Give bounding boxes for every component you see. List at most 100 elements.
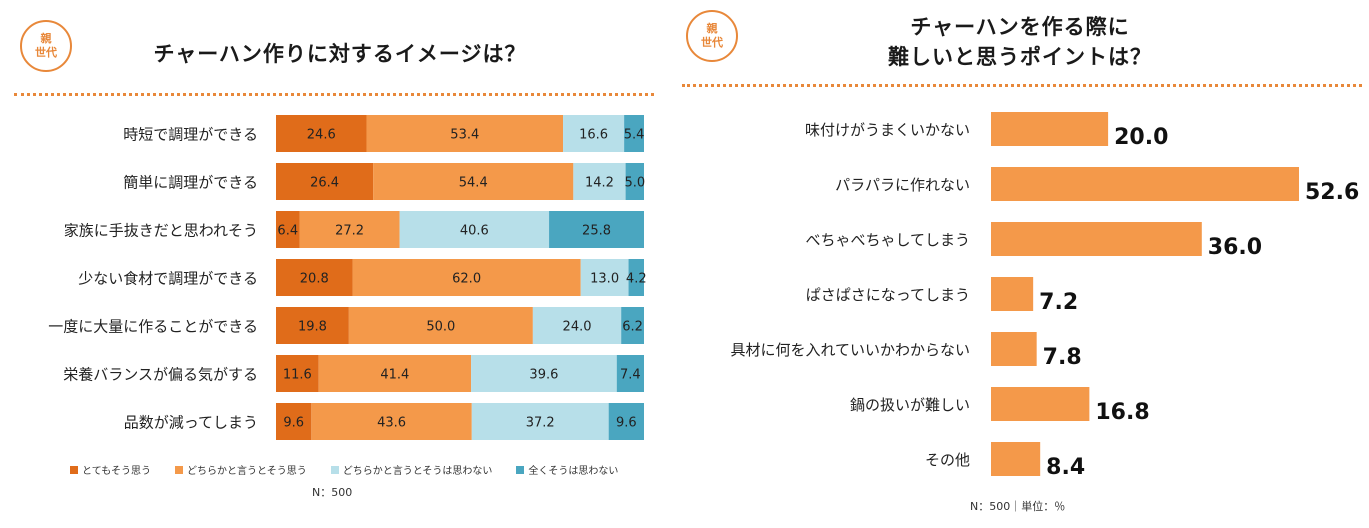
- data-label: 24.0: [563, 320, 592, 335]
- chart-title-line-1: チャーハンを作る際に: [910, 15, 1130, 39]
- bar: [991, 222, 1202, 256]
- data-label: 7.2: [1039, 290, 1078, 315]
- category-label: 具材に何を入れていいかわからない: [730, 341, 970, 359]
- data-label: 24.6: [307, 128, 336, 143]
- generation-badge: 親 世代: [20, 20, 72, 72]
- legend-swatch: [516, 465, 525, 474]
- data-label: 5.4: [624, 128, 645, 143]
- bar-segment: [311, 403, 472, 440]
- data-label: 9.6: [616, 416, 637, 431]
- data-label: 7.4: [620, 368, 641, 383]
- bar-segment: [616, 355, 644, 392]
- data-label: 62.0: [452, 272, 481, 287]
- legend-item: 全くそうは思わない: [516, 462, 618, 477]
- category-label: 鍋の扱いが難しい: [850, 396, 970, 414]
- badge-line-2: 世代: [701, 36, 723, 49]
- bar-segment: [532, 307, 622, 344]
- data-label: 16.6: [579, 128, 608, 143]
- data-label: 54.4: [459, 176, 488, 191]
- right-panel: 親 世代 チャーハンを作る際に 難しいと思うポイントは？ 味付けがうまくいかない…: [680, 0, 1369, 528]
- data-label: 36.0: [1208, 235, 1262, 260]
- category-label: 家族に手抜きだと思われそう: [64, 222, 258, 240]
- data-label: 25.8: [582, 224, 611, 239]
- data-label: 9.6: [283, 416, 304, 431]
- data-label: 16.8: [1095, 400, 1149, 425]
- data-label: 7.8: [1043, 345, 1082, 370]
- data-label: 20.0: [1114, 125, 1168, 150]
- bar-segment: [276, 259, 353, 296]
- bar-segment: [621, 307, 644, 344]
- bar-segment: [563, 115, 625, 152]
- bar-segment: [276, 355, 319, 392]
- bar: [991, 167, 1299, 201]
- bar: [991, 387, 1090, 421]
- category-label: 一度に大量に作ることができる: [48, 318, 258, 336]
- data-label: 26.4: [310, 176, 339, 191]
- bar-segment: [471, 355, 617, 392]
- legend-item: とてもそう思う: [70, 462, 151, 477]
- bar-segment: [624, 115, 644, 152]
- bar-segment: [276, 211, 300, 248]
- bar-segment: [348, 307, 533, 344]
- legend-item: どちらかと言うとそう思う: [175, 462, 307, 477]
- data-label: 8.4: [1046, 455, 1085, 480]
- bar-segment: [628, 259, 644, 296]
- category-label: 簡単に調理ができる: [123, 174, 258, 192]
- stacked-bar-chart: 時短で調理ができる 24.6 53.4 16.6 5.4 簡単に調理ができる 26.4 54.…: [48, 115, 647, 440]
- category-label: 少ない食材で調理ができる: [78, 270, 258, 288]
- data-label: 53.4: [450, 128, 479, 143]
- bar-segment: [276, 115, 367, 152]
- legend-item: どちらかと言うとそうは思わない: [330, 462, 493, 477]
- data-label: 39.6: [529, 368, 558, 383]
- data-label: 40.6: [460, 224, 489, 239]
- data-label: 4.2: [626, 272, 647, 287]
- chart-legend: とてもそう思う どちらかと言うとそう思う どちらかと言うとそうは思わない 全くそうは思…: [70, 462, 618, 477]
- bar-segment: [549, 211, 644, 248]
- bar-segment: [373, 163, 574, 200]
- bar-segment: [625, 163, 644, 200]
- chart-title: チャーハンを作る際に 難しいと思うポイントは？: [790, 12, 1250, 72]
- bar: [991, 112, 1109, 146]
- bar-chart: 味付けがうまくいかない 20.0 パラパラに作れない 52.6 べちゃべちゃしてしまう 3…: [730, 112, 1359, 480]
- data-label: 6.2: [622, 320, 643, 335]
- chart-title-line-2: 難しいと思うポイントは？: [888, 45, 1152, 69]
- bar-segment: [276, 163, 374, 200]
- data-label: 43.6: [377, 416, 406, 431]
- sample-size-note: N：500: [312, 486, 353, 499]
- data-label: 37.2: [526, 416, 555, 431]
- data-label: 41.4: [380, 368, 409, 383]
- bar: [991, 277, 1034, 311]
- legend-label: どちらかと言うとそうは思わない: [342, 466, 493, 477]
- bar: [991, 442, 1041, 476]
- data-label: 20.8: [300, 272, 329, 287]
- category-label: 品数が減ってしまう: [124, 414, 258, 432]
- category-label: 栄養バランスが偏る気がする: [63, 366, 258, 384]
- bar-segment: [276, 403, 312, 440]
- category-label: ぱさぱさになってしまう: [806, 286, 970, 304]
- bar-segment: [276, 307, 349, 344]
- data-label: 19.8: [298, 320, 327, 335]
- category-label: その他: [925, 451, 970, 469]
- badge-line-1: 親: [40, 32, 52, 45]
- unit-note: N：500｜単位：％: [970, 500, 1066, 513]
- legend-label: どちらかと言うとそう思う: [187, 466, 307, 477]
- data-label: 52.6: [1305, 180, 1359, 205]
- bar-segment: [352, 259, 581, 296]
- bar-segment: [318, 355, 472, 392]
- data-label: 11.6: [283, 368, 312, 383]
- bar: [991, 332, 1037, 366]
- category-label: べちゃべちゃしてしまう: [805, 231, 970, 249]
- badge-line-1: 親: [706, 22, 718, 35]
- data-label: 50.0: [426, 320, 455, 335]
- category-label: 味付けがうまくいかない: [805, 121, 970, 139]
- data-label: 6.4: [277, 224, 298, 239]
- bar-segment: [366, 115, 564, 152]
- legend-swatch: [175, 465, 183, 474]
- data-label: 14.2: [585, 176, 614, 191]
- generation-badge: 親 世代: [686, 10, 738, 62]
- title-divider: [682, 84, 1362, 87]
- legend-swatch: [70, 465, 78, 474]
- bar-segment: [471, 403, 609, 440]
- bar-segment: [299, 211, 400, 248]
- bar-segment: [580, 259, 629, 296]
